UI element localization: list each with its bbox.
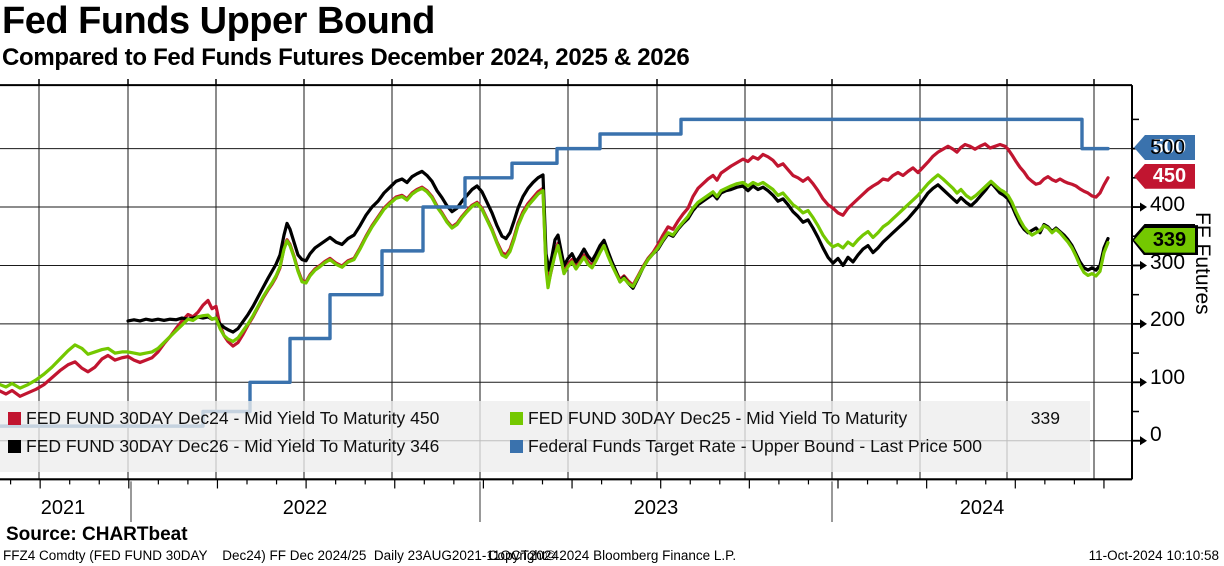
legend-swatch-icon [8, 412, 21, 425]
timestamp: 11-Oct-2024 10:10:58 [1088, 548, 1219, 563]
source-label: Source: CHARTbeat [6, 524, 188, 545]
legend-value: 339 [1030, 408, 1060, 428]
copyright-text: Copyright© 2024 Bloomberg Finance L.P. [487, 548, 737, 563]
y-axis-tick-label: 100 [1150, 365, 1186, 389]
legend-swatch-icon [510, 412, 523, 425]
y-axis-tick-label: 200 [1150, 308, 1186, 331]
y-axis-tick-label: 0 [1150, 423, 1162, 446]
axis-badge-339: 339 [1134, 227, 1195, 253]
chart-legend: FED FUND 30DAY Dec24 - Mid Yield To Matu… [0, 401, 1090, 472]
legend-row: FED FUND 30DAY Dec26 - Mid Yield To Matu… [0, 433, 1090, 460]
page-subtitle: Compared to Fed Funds Futures December 2… [2, 44, 690, 71]
y-axis-title: FF Futures [1191, 212, 1214, 315]
y-axis-tick-label: 400 [1150, 193, 1186, 216]
legend-item: FED FUND 30DAY Dec25 - Mid Yield To Matu… [510, 405, 907, 432]
legend-item: Federal Funds Target Rate - Upper Bound … [510, 433, 982, 460]
chart-plot-area [0, 79, 1147, 522]
legend-item: FED FUND 30DAY Dec24 - Mid Yield To Matu… [8, 405, 439, 432]
x-axis-year-2021: 2021 [40, 497, 86, 519]
page-title: Fed Funds Upper Bound [2, 0, 435, 42]
ticker-description: FFZ4 Comdty (FED FUND 30DAY Dec24) FF De… [3, 548, 559, 563]
legend-item: FED FUND 30DAY Dec26 - Mid Yield To Matu… [8, 433, 439, 460]
legend-row: FED FUND 30DAY Dec24 - Mid Yield To Matu… [0, 405, 1090, 432]
legend-swatch-icon [510, 440, 523, 453]
y-axis-tick-label: 500 [1150, 135, 1186, 159]
legend-swatch-icon [8, 440, 21, 453]
axis-badge-500: 500 [1134, 135, 1195, 160]
x-axis-year-2024: 2024 [959, 497, 1005, 519]
x-axis-year-2022: 2022 [282, 497, 328, 519]
y-axis-tick-label: 300 [1150, 250, 1186, 274]
axis-badge-450: 450 [1134, 163, 1195, 189]
x-axis-year-2023: 2023 [633, 497, 679, 519]
